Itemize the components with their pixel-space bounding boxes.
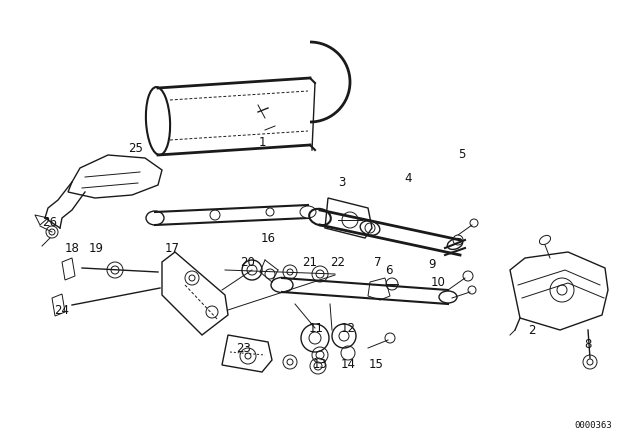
Ellipse shape bbox=[300, 206, 316, 218]
Text: 12: 12 bbox=[340, 322, 355, 335]
Text: 14: 14 bbox=[340, 358, 355, 371]
Text: 7: 7 bbox=[374, 255, 381, 268]
Text: 25: 25 bbox=[129, 142, 143, 155]
Text: 11: 11 bbox=[308, 322, 323, 335]
Text: 3: 3 bbox=[339, 176, 346, 189]
Text: 9: 9 bbox=[428, 258, 436, 271]
Text: 21: 21 bbox=[303, 255, 317, 268]
Text: 10: 10 bbox=[431, 276, 445, 289]
Text: 19: 19 bbox=[88, 241, 104, 254]
Text: 4: 4 bbox=[404, 172, 412, 185]
Text: 0000363: 0000363 bbox=[574, 421, 612, 430]
Text: 13: 13 bbox=[312, 358, 328, 371]
Text: 26: 26 bbox=[42, 215, 58, 228]
Text: 2: 2 bbox=[528, 323, 536, 336]
Text: 20: 20 bbox=[241, 255, 255, 268]
Text: 1: 1 bbox=[259, 135, 266, 148]
Text: 16: 16 bbox=[260, 232, 275, 245]
Text: 18: 18 bbox=[65, 241, 79, 254]
Text: 5: 5 bbox=[458, 148, 466, 161]
Text: 6: 6 bbox=[385, 263, 393, 276]
Text: 15: 15 bbox=[369, 358, 383, 371]
Text: 17: 17 bbox=[164, 241, 179, 254]
Text: 8: 8 bbox=[584, 339, 592, 352]
Text: 22: 22 bbox=[330, 255, 346, 268]
Text: 24: 24 bbox=[54, 303, 70, 316]
Text: 23: 23 bbox=[237, 341, 252, 354]
